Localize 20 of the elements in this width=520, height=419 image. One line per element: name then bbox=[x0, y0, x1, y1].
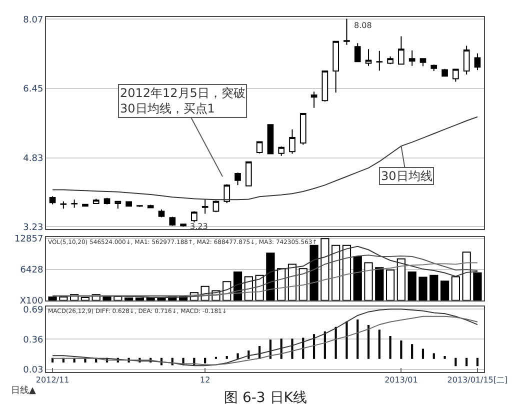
y-tick-label: 6.45 bbox=[23, 84, 44, 95]
annotation: 8.08 bbox=[354, 21, 372, 30]
annotation: 3.23 bbox=[190, 222, 208, 231]
y-tick-label: 4.83 bbox=[23, 154, 44, 164]
series-label: 30日均线 bbox=[381, 169, 432, 183]
x-tick-label: 2012/11 bbox=[36, 376, 70, 385]
y-tick-label: 0.03 bbox=[23, 365, 44, 376]
x-tick-label: 2013/01 bbox=[384, 376, 418, 385]
text: 日线▲ bbox=[11, 385, 36, 396]
y-tick-label: 6428 bbox=[20, 266, 44, 276]
y-tick-label: 3.23 bbox=[23, 222, 44, 233]
y-tick-label: 12857 bbox=[14, 234, 44, 245]
y-tick-label: 0.36 bbox=[23, 335, 44, 346]
text: 图 6-3 日K线 bbox=[224, 390, 307, 406]
y-tick-label: X100 bbox=[20, 296, 44, 307]
x-tick-label: 2013/01/15[二] bbox=[447, 376, 508, 385]
y-tick-label: 8.07 bbox=[23, 15, 44, 26]
y-tick-label: 0.69 bbox=[23, 305, 44, 316]
annotation: 2012年12月5日，突破30日均线，买点1 bbox=[120, 86, 246, 116]
x-tick-label: 12 bbox=[200, 376, 210, 385]
